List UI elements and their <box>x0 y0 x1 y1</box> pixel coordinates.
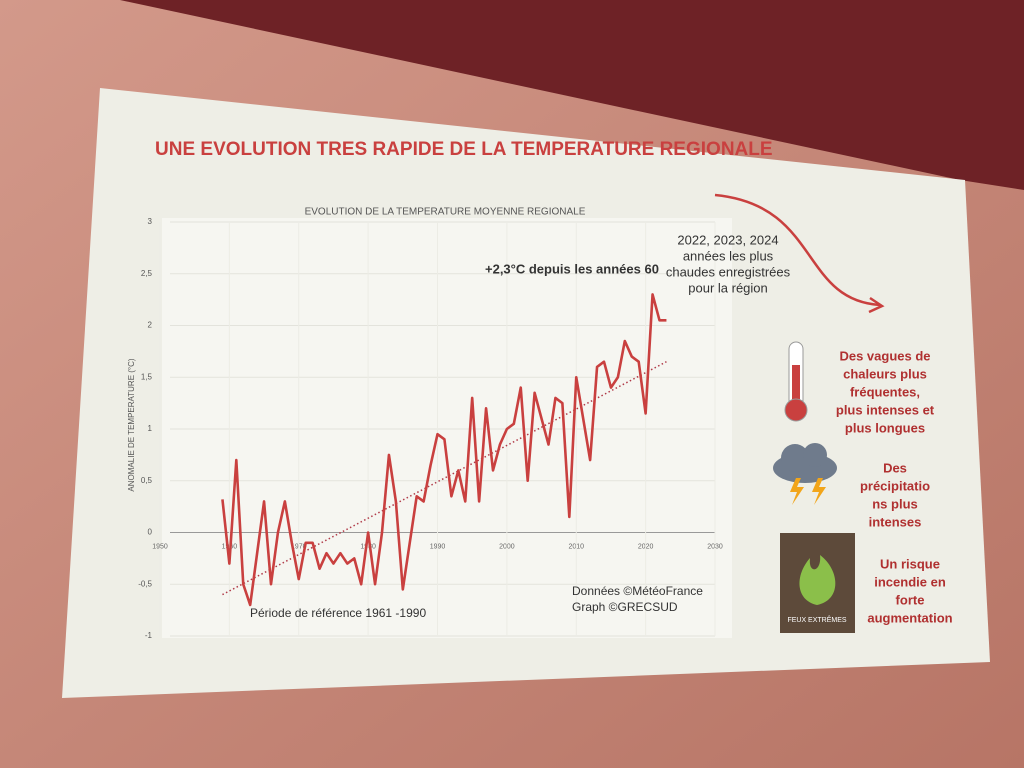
thermometer-fill <box>792 365 800 410</box>
y-tick-label: -1 <box>145 631 153 640</box>
chart-title: EVOLUTION DE LA TEMPERATURE MOYENNE REGI… <box>305 207 586 218</box>
y-tick-label: 1 <box>148 424 153 433</box>
slide-title: UNE EVOLUTION TRES RAPIDE DE LA TEMPERAT… <box>155 139 773 160</box>
lightning <box>790 478 804 505</box>
annotation: Période de référence 1961 -1990 <box>250 606 426 620</box>
lightning <box>812 478 826 505</box>
arrow <box>714 193 881 307</box>
y-tick-label: 2 <box>148 321 153 330</box>
annotation: +2,3°C depuis les années 60 <box>485 261 659 276</box>
side-point: incendie en <box>874 574 946 589</box>
annotation: années les plus <box>683 248 774 263</box>
annotation: chaudes enregistrées <box>666 264 791 279</box>
side-point: fréquentes, <box>850 384 920 399</box>
arrow-head <box>868 296 885 314</box>
side-point: augmentation <box>867 610 952 625</box>
side-point: précipitatio <box>860 478 930 493</box>
thermometer-bulb <box>784 398 808 422</box>
side-point: Des vagues de <box>839 348 930 363</box>
y-tick-label: -0,5 <box>138 579 152 588</box>
side-point: forte <box>896 592 925 607</box>
annotation: 2022, 2023, 2024 <box>677 232 778 247</box>
y-tick-label: 1,5 <box>141 372 153 381</box>
annotation: Graph ©GRECSUD <box>572 600 678 614</box>
cloud <box>781 444 809 472</box>
side-point: plus longues <box>845 420 925 435</box>
side-point: ns plus <box>872 496 918 511</box>
side-point: chaleurs plus <box>843 366 927 381</box>
y-tick-label: 0,5 <box>141 476 153 485</box>
y-tick-label: 0 <box>148 528 153 537</box>
y-tick-label: 2,5 <box>141 269 153 278</box>
flame <box>799 555 836 605</box>
side-point: Un risque <box>880 556 940 571</box>
y-tick-label: 3 <box>148 217 153 226</box>
chart-area <box>162 218 732 638</box>
annotation: Données ©MétéoFrance <box>572 584 703 598</box>
y-axis-label: ANOMALIE DE TEMPERATURE (°C) <box>127 358 136 491</box>
side-point: plus intenses et <box>836 402 935 417</box>
ceiling <box>120 0 1024 190</box>
side-point: Des <box>883 460 907 475</box>
badge-text: FEUX EXTRÊMES <box>787 615 846 624</box>
temperature-line <box>221 293 667 607</box>
annotation: pour la région <box>688 280 768 295</box>
side-point: intenses <box>869 514 922 529</box>
cloud <box>803 443 827 467</box>
